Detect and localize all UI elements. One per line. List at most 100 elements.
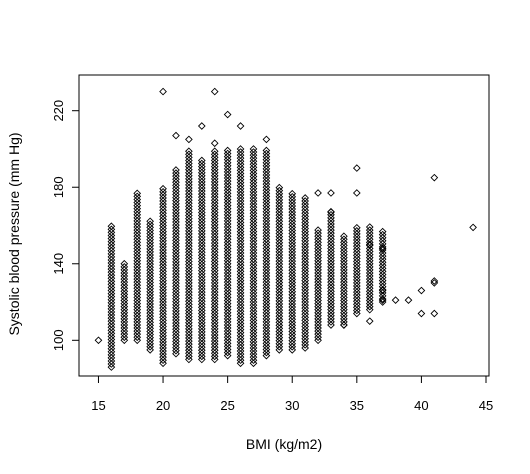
y-tick-label: 180: [51, 176, 66, 198]
data-point: [236, 276, 245, 285]
data-point: [146, 309, 154, 317]
data-point: [288, 214, 297, 223]
data-point: [133, 235, 142, 244]
data-point: [288, 217, 297, 226]
data-point: [172, 248, 180, 257]
x-axis: 15 20 25 30 35 40 45: [91, 375, 493, 413]
data-point: [340, 305, 348, 314]
data-point: [288, 235, 297, 244]
data-point: [172, 279, 180, 288]
data-point: [236, 160, 245, 169]
data-point: [159, 282, 167, 291]
data-point: [288, 241, 297, 250]
data-point: [275, 321, 284, 330]
data-point: [107, 262, 116, 270]
data-point: [185, 211, 193, 220]
data-point: [223, 158, 232, 167]
data-point: [146, 306, 154, 314]
data-point: [197, 266, 206, 275]
data-point: [262, 189, 271, 198]
data-point: [133, 284, 142, 293]
data-point: [107, 295, 116, 304]
data-point: [197, 276, 206, 284]
data-point: [210, 168, 219, 177]
data-point: [120, 324, 129, 332]
data-point: [236, 301, 245, 309]
data-point: [314, 226, 322, 234]
data-point: [133, 192, 142, 201]
data-point: [249, 322, 258, 331]
data-point: [159, 289, 167, 297]
data-point: [197, 309, 206, 318]
data-point: [236, 236, 245, 245]
data-point: [197, 279, 206, 287]
data-point: [236, 313, 245, 322]
data-point: [146, 333, 154, 342]
data-point: [288, 339, 297, 348]
data-point: [146, 238, 154, 247]
data-point: [223, 220, 232, 228]
data-point: [120, 293, 129, 302]
data-point: [340, 266, 348, 274]
data-point: [223, 299, 232, 308]
data-point: [223, 333, 232, 342]
data-point: [352, 272, 361, 281]
data-point: [210, 211, 219, 220]
data-point: [236, 163, 245, 172]
data-point: [365, 278, 374, 286]
data-point: [185, 205, 193, 214]
data-point: [172, 187, 180, 196]
data-point: [159, 347, 167, 355]
data-point: [314, 321, 322, 329]
data-point: [210, 227, 219, 235]
data-point: [185, 199, 193, 208]
data-point: [365, 256, 374, 265]
data-point: [185, 178, 193, 186]
data-point: [172, 300, 180, 309]
data-point: [185, 324, 193, 333]
data-point: [262, 253, 271, 262]
data-point: [262, 183, 271, 192]
data-point: [301, 328, 309, 337]
data-point: [301, 240, 309, 248]
data-point: [159, 200, 167, 208]
data-point: [365, 281, 374, 290]
data-point: [133, 266, 142, 274]
data-point: [249, 203, 258, 211]
data-point: [327, 315, 335, 323]
data-point: [197, 352, 206, 361]
data-point: [275, 306, 284, 314]
data-point: [185, 334, 193, 342]
data-point: [210, 193, 219, 202]
data-point: [327, 223, 335, 231]
data-point: [249, 353, 258, 361]
data-point: [159, 258, 167, 267]
data-point: [172, 285, 180, 294]
x-axis-title: BMI (kg/m2): [246, 436, 322, 452]
data-point: [210, 279, 219, 287]
data-point: [120, 327, 129, 335]
data-point: [352, 279, 361, 287]
data-point: [249, 200, 258, 208]
data-point: [327, 311, 335, 320]
data-point: [210, 190, 219, 198]
data-point: [249, 197, 258, 205]
data-point: [133, 336, 142, 345]
data-point: [288, 226, 297, 235]
data-point: [197, 239, 206, 247]
data-point: [172, 254, 180, 263]
x-tick-label: 30: [285, 398, 299, 413]
data-point: [340, 275, 348, 283]
data-point: [262, 198, 271, 207]
data-point: [223, 302, 232, 311]
data-point: [146, 300, 154, 308]
data-point: [185, 190, 193, 198]
data-point: [340, 311, 348, 320]
data-point: [185, 184, 193, 192]
data-point: [185, 181, 193, 189]
data-point: [301, 279, 309, 288]
data-point: [262, 305, 271, 314]
data-point: [262, 168, 271, 176]
data-point: [210, 181, 219, 189]
data-point: [210, 139, 219, 148]
